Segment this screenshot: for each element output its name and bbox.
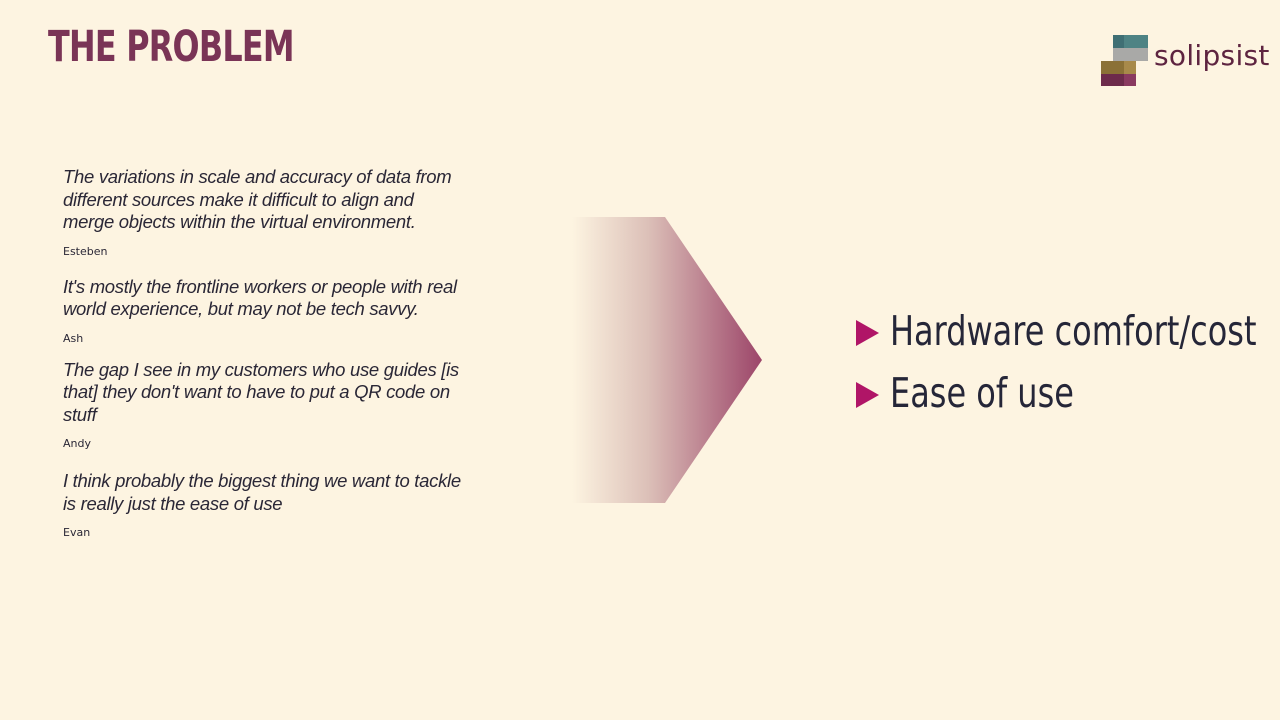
quote-author: Evan <box>63 526 91 539</box>
logo-mark-icon <box>1101 35 1148 86</box>
quote-text: The variations in scale and accuracy of … <box>63 166 452 232</box>
quote-text: The gap I see in my customers who use gu… <box>63 358 459 425</box>
quote-item: The variations in scale and accuracy of … <box>63 166 463 258</box>
bullet-item: Ease of use <box>856 362 1280 424</box>
bullet-text: Ease of use <box>890 369 1074 417</box>
quote-text: It's mostly the frontline workers or peo… <box>63 275 457 320</box>
quote-author: Ash <box>63 331 84 345</box>
logo-wordmark: solipsist <box>1154 39 1270 72</box>
bullet-text: Hardware comfort/cost <box>890 307 1257 355</box>
solipsist-logo: solipsist <box>1100 34 1269 88</box>
bullet-list: Hardware comfort/cost Ease of use <box>856 300 1280 424</box>
bullet-item: Hardware comfort/cost <box>856 300 1280 362</box>
quote-author: Esteben <box>63 244 108 258</box>
quote-text: I think probably the biggest thing we wa… <box>63 470 461 514</box>
triangle-right-icon <box>856 320 879 346</box>
quote-item: It's mostly the frontline workers or peo… <box>63 276 463 345</box>
quote-author: Andy <box>63 437 91 450</box>
quotes-list: The variations in scale and accuracy of … <box>63 166 463 539</box>
triangle-right-icon <box>856 382 879 408</box>
gradient-arrow-icon <box>572 217 762 503</box>
slide-title: THE PROBLEM <box>48 22 295 72</box>
quote-item: The gap I see in my customers who use gu… <box>63 359 463 451</box>
quote-item: I think probably the biggest thing we wa… <box>63 470 463 539</box>
